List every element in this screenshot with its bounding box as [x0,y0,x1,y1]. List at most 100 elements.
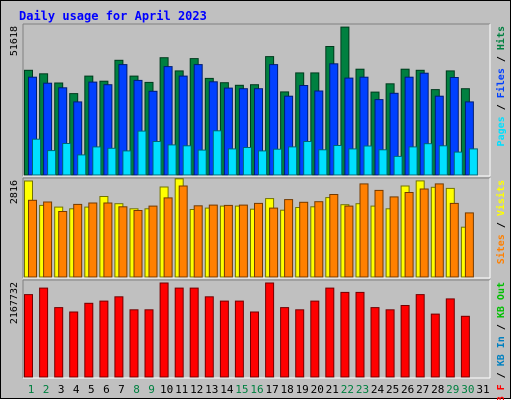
legend-entry-visits-0: Sites [495,234,507,264]
bar-visits-sites-day-12 [193,205,203,278]
bar-requests-pages-day-22 [348,148,358,176]
bar-kbytes-kb-f-day-9 [144,309,154,378]
bar-visits-sites-day-28 [434,183,444,278]
bar-visits-sites-day-19 [299,201,309,278]
bar-requests-pages-day-9 [152,141,162,176]
bar-visits-sites-day-22 [344,205,354,278]
panel-visits-max-label: 2816 [9,180,20,204]
day-label-26: 26 [401,383,414,396]
bar-kbytes-kb-f-day-10 [159,282,169,378]
day-label-2: 2 [43,383,50,396]
bar-visits-sites-day-23 [359,183,369,278]
bar-requests-pages-day-23 [363,145,373,176]
day-label-1: 1 [28,383,35,396]
bar-kbytes-kb-f-day-17 [265,282,275,378]
day-label-16: 16 [250,383,263,396]
bar-requests-pages-day-8 [137,130,147,176]
day-label-21: 21 [326,383,339,396]
bar-visits-sites-day-30 [464,212,474,278]
day-label-28: 28 [431,383,444,396]
legend-entry-requests-3: / [496,50,507,68]
day-label-29: 29 [446,383,459,396]
panel-kbytes: 2167732 KB F / KB In / KB Out [9,279,507,405]
day-label-17: 17 [265,383,278,396]
day-label-30: 30 [461,383,474,396]
bar-kbytes-kb-f-day-1 [24,294,33,378]
bar-kbytes-kb-f-day-12 [189,287,199,378]
bar-visits-sites-day-4 [73,203,83,278]
legend-entry-requests-4: Hits [495,26,507,50]
bar-kbytes-kb-f-day-3 [54,307,64,378]
legend-entry-requests-1: / [496,98,507,116]
day-label-24: 24 [371,383,385,396]
bar-kbytes-kb-f-day-27 [415,294,425,378]
bar-kbytes-kb-f-day-23 [355,291,365,378]
panel-requests-legend: Pages / Files / Hits [495,26,507,146]
bar-requests-pages-day-12 [197,149,207,176]
day-label-22: 22 [341,383,354,396]
bar-requests-pages-day-19 [303,141,313,176]
day-label-12: 12 [190,383,203,396]
bar-requests-pages-day-15 [242,147,252,176]
bar-visits-sites-day-25 [389,196,399,278]
legend-entry-kbytes-2: KB In [496,336,507,366]
bar-requests-pages-day-6 [107,147,117,176]
bar-requests-pages-day-14 [227,148,237,176]
panel-visits-legend: Sites / Visits [495,180,507,264]
bar-visits-sites-day-29 [449,202,459,278]
bar-requests-pages-day-3 [62,143,72,176]
panel-requests: 51618 Pages / Files / Hits [9,23,507,177]
bar-kbytes-kb-f-day-26 [400,305,410,378]
bar-requests-pages-day-16 [258,150,267,176]
day-label-13: 13 [205,383,218,396]
bar-requests-pages-day-24 [378,149,388,176]
day-label-23: 23 [356,383,369,396]
bar-kbytes-kb-f-day-25 [385,309,395,378]
bar-visits-sites-day-5 [88,202,98,278]
legend-entry-kbytes-1: / [496,366,507,384]
day-label-20: 20 [311,383,324,396]
bar-requests-pages-day-30 [468,148,478,176]
legend-entry-kbytes-0: KB F [496,384,507,400]
day-label-8: 8 [133,383,140,396]
bar-requests-pages-day-13 [212,130,222,176]
day-label-18: 18 [280,383,293,396]
bar-requests-pages-day-7 [122,150,132,176]
day-label-7: 7 [118,383,125,396]
day-label-10: 10 [160,383,173,396]
bar-visits-sites-day-27 [419,188,429,278]
bar-visits-sites-day-13 [208,204,218,278]
legend-entry-kbytes-4: KB Out [496,282,507,318]
bar-requests-pages-day-11 [182,145,192,176]
panel-requests-max-label: 51618 [9,26,20,56]
bar-kbytes-kb-f-day-4 [69,311,79,378]
day-label-6: 6 [103,383,110,396]
bar-visits-sites-day-7 [118,206,128,278]
day-label-4: 4 [73,383,80,396]
bar-kbytes-kb-f-day-6 [99,300,109,378]
bar-kbytes-kb-f-day-13 [204,296,214,378]
panel-visits: 2816 Sites / Visits [9,177,507,279]
day-label-5: 5 [88,383,95,396]
bar-requests-pages-day-18 [288,146,298,176]
bar-visits-sites-day-24 [374,189,384,278]
bar-kbytes-kb-f-day-29 [445,298,455,378]
day-label-19: 19 [296,383,309,396]
day-label-25: 25 [386,383,399,396]
bar-visits-sites-day-14 [223,204,233,278]
legend-entry-requests-0: Pages [496,116,507,146]
bar-requests-pages-day-27 [423,143,433,176]
bar-requests-pages-day-29 [453,151,463,176]
bar-requests-pages-day-10 [167,144,177,176]
bar-visits-sites-day-18 [284,199,294,278]
bar-visits-sites-day-8 [133,210,143,278]
panel-kbytes-max-label: 2167732 [9,282,20,324]
bar-visits-sites-day-9 [148,205,158,278]
day-label-27: 27 [416,383,429,396]
bar-kbytes-kb-f-day-14 [219,300,229,378]
bar-visits-sites-day-17 [269,207,279,278]
bar-requests-pages-day-28 [438,145,448,176]
legend-entry-visits-2: Visits [495,180,507,216]
